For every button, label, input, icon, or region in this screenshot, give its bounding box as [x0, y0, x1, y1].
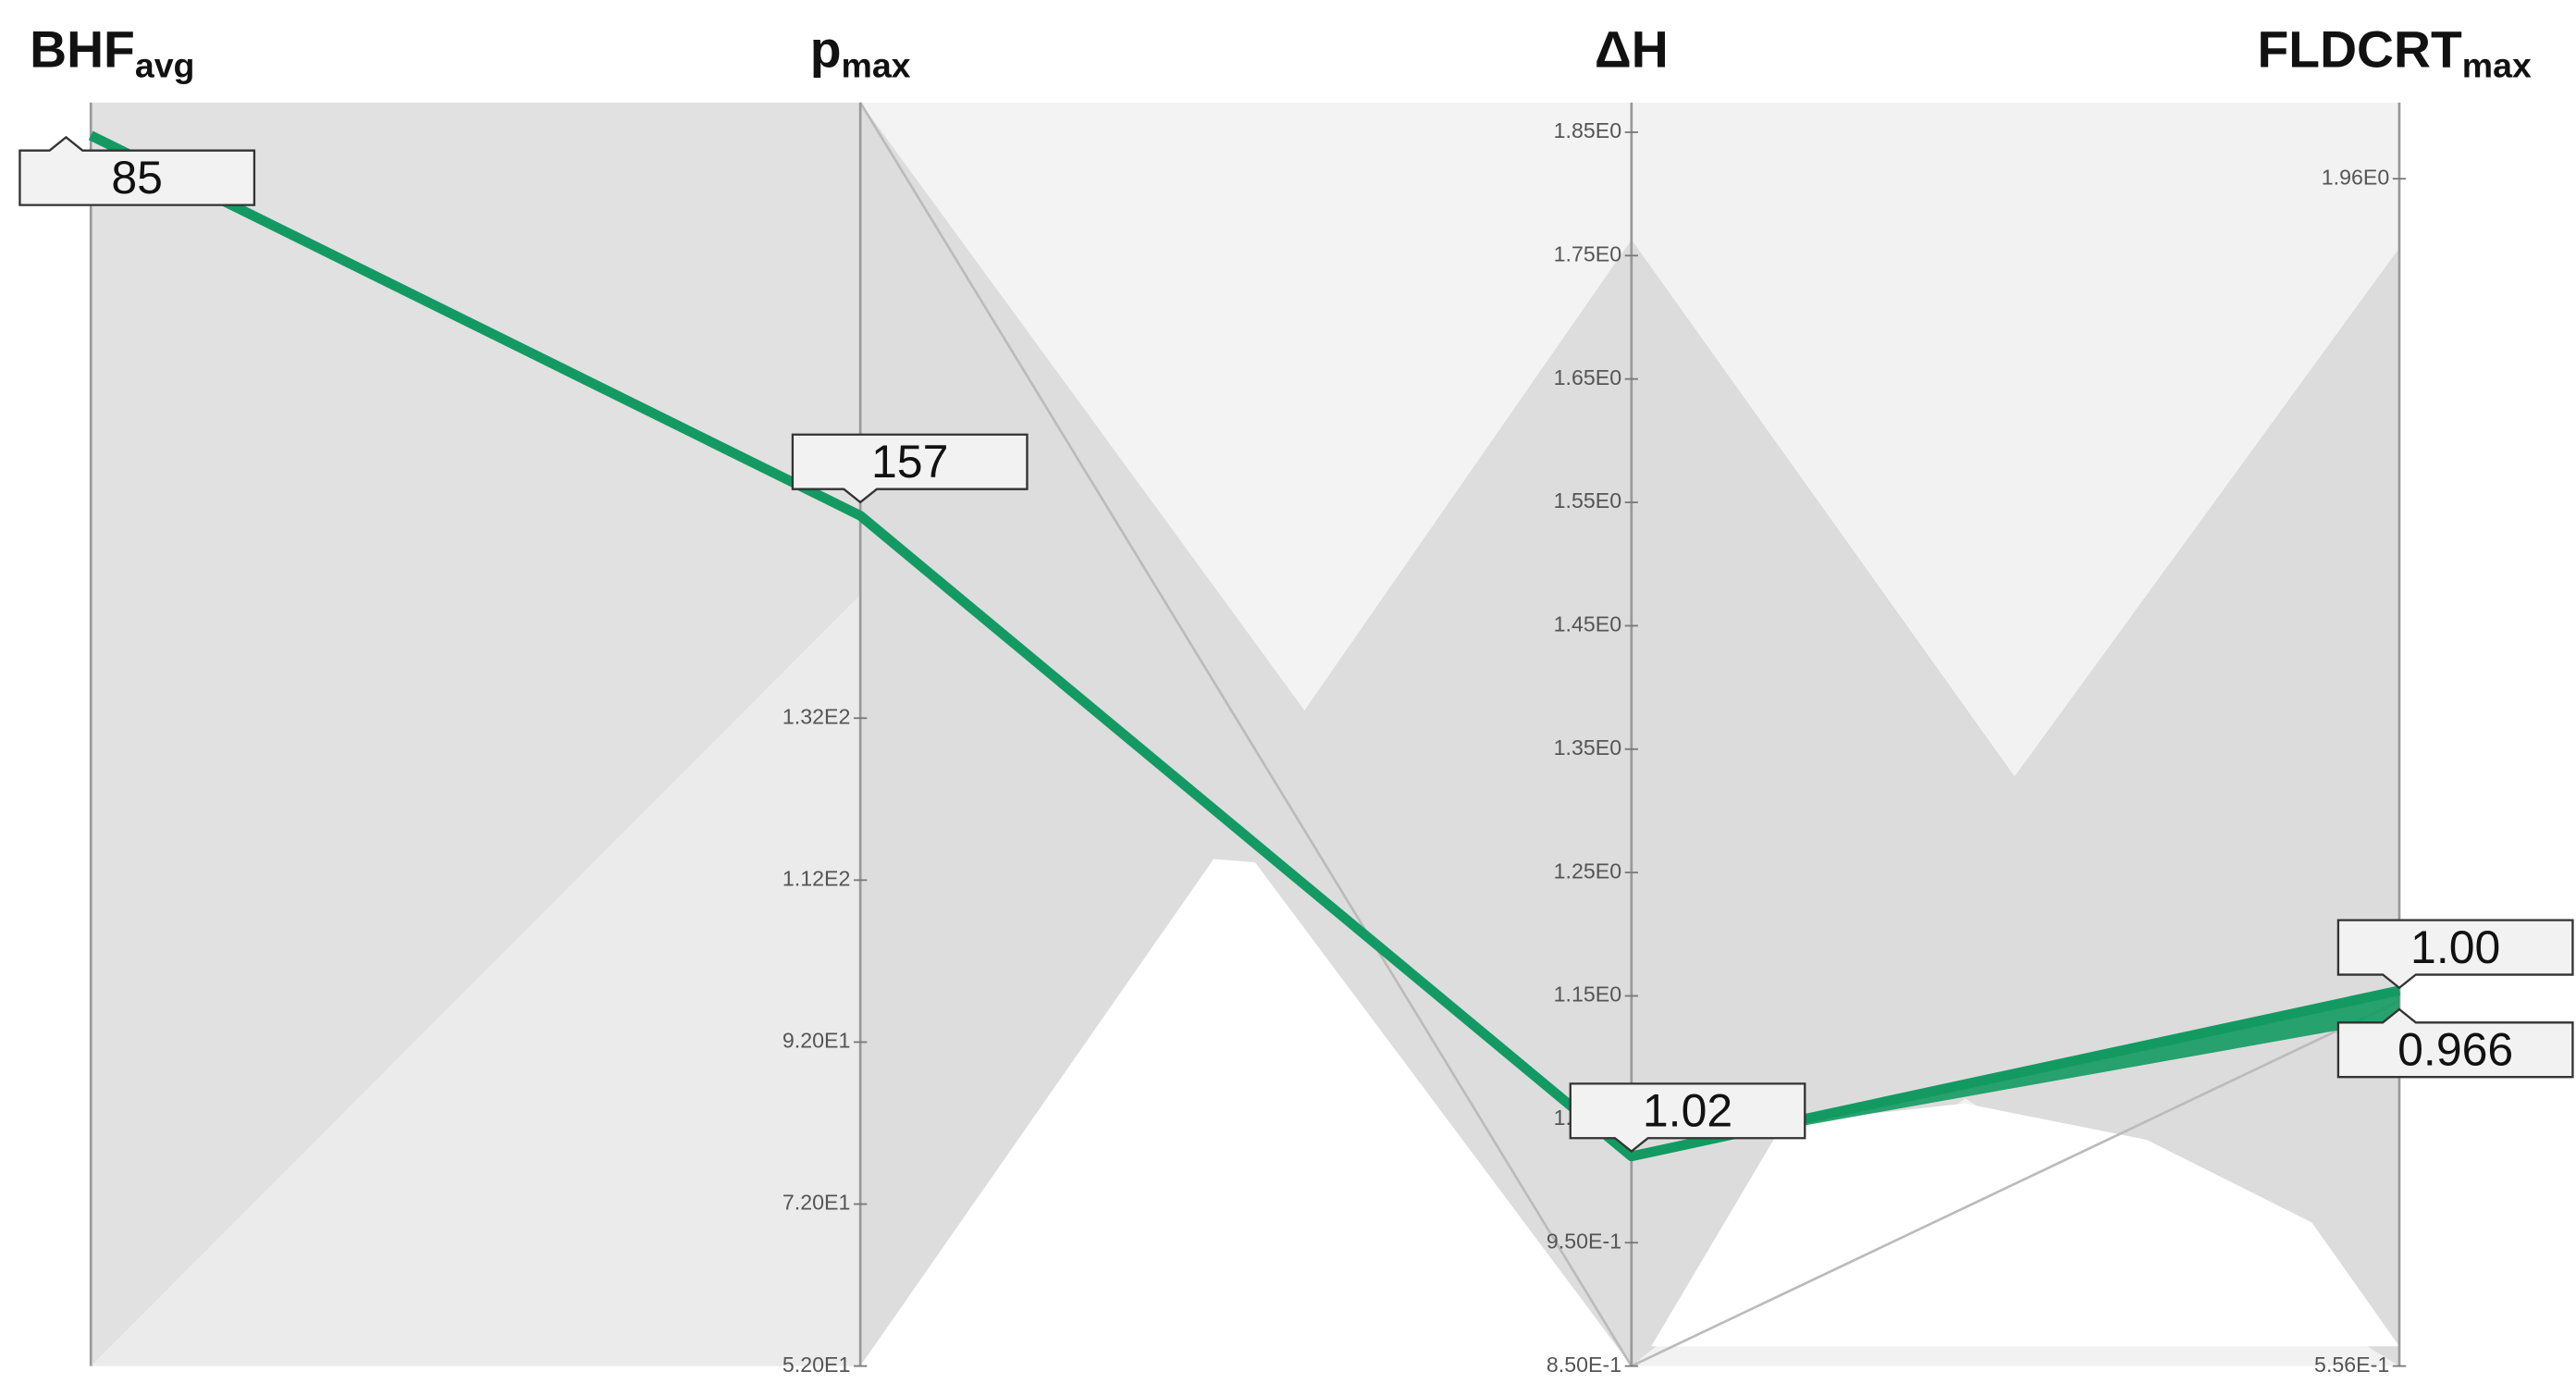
y-tick-label: 9.50E-1	[1547, 1229, 1621, 1253]
y-tick-label: 1.32E2	[783, 704, 850, 728]
callout-box	[791, 433, 1029, 504]
y-tick-label: 1.55E0	[1554, 488, 1622, 513]
y-tick-label: 7.20E1	[783, 1191, 850, 1215]
y-tick-label: 1.12E2	[783, 866, 850, 890]
axis-title: FLDCRTmax	[2258, 20, 2532, 84]
axis-title-main: ΔH	[1595, 20, 1669, 78]
y-tick-label: 1.15E0	[1554, 982, 1622, 1007]
callout-box	[1569, 1082, 1806, 1154]
y-tick-label: 5.20E1	[783, 1353, 850, 1377]
axis-title-main: p	[810, 20, 842, 78]
bundle	[1631, 240, 2399, 1366]
axis-title-sub: max	[842, 45, 911, 84]
bundle	[860, 859, 1632, 1366]
callout-label: 157	[871, 436, 948, 488]
axis-title: pmax	[810, 20, 911, 84]
callout-label: 85	[111, 152, 163, 204]
y-tick-label: 1.96E0	[2322, 165, 2390, 189]
callout-label: 1.00	[2410, 921, 2500, 973]
callout-label: 0.966	[2397, 1024, 2513, 1076]
callout-box	[18, 135, 256, 206]
callout-box	[2336, 919, 2574, 990]
highlight-band	[1631, 990, 2399, 1156]
axis-title-main: BHF	[30, 20, 135, 78]
bundle	[91, 594, 861, 1366]
y-tick-label: 1.35E0	[1554, 735, 1622, 760]
y-tick-label: 5.56E-1	[2314, 1353, 2389, 1377]
y-tick-label: 1.75E0	[1554, 241, 1622, 266]
line	[1631, 999, 2400, 1367]
highlight-line	[88, 130, 2401, 1162]
callout-label: 1.02	[1643, 1085, 1732, 1137]
callout-box	[2336, 1007, 2574, 1079]
axis-title-sub: max	[2462, 45, 2532, 84]
background	[91, 102, 2400, 1367]
y-tick-label: 1.25E0	[1554, 859, 1622, 883]
y-tick-label: 1.85E0	[1554, 118, 1622, 142]
y-tick-label: 1.65E0	[1554, 365, 1622, 389]
axis-title-main: FLDCRT	[2258, 20, 2462, 78]
y-tick-label: 1.45E0	[1554, 612, 1622, 636]
axis-title: BHFavg	[30, 20, 194, 84]
y-tick-label: 9.20E1	[783, 1029, 850, 1053]
axis-title: ΔH	[1595, 20, 1669, 78]
line	[858, 102, 1633, 1367]
axis-title-sub: avg	[135, 45, 195, 84]
bundle	[1651, 1103, 2399, 1347]
y-tick-label: 8.50E-1	[1547, 1353, 1621, 1377]
